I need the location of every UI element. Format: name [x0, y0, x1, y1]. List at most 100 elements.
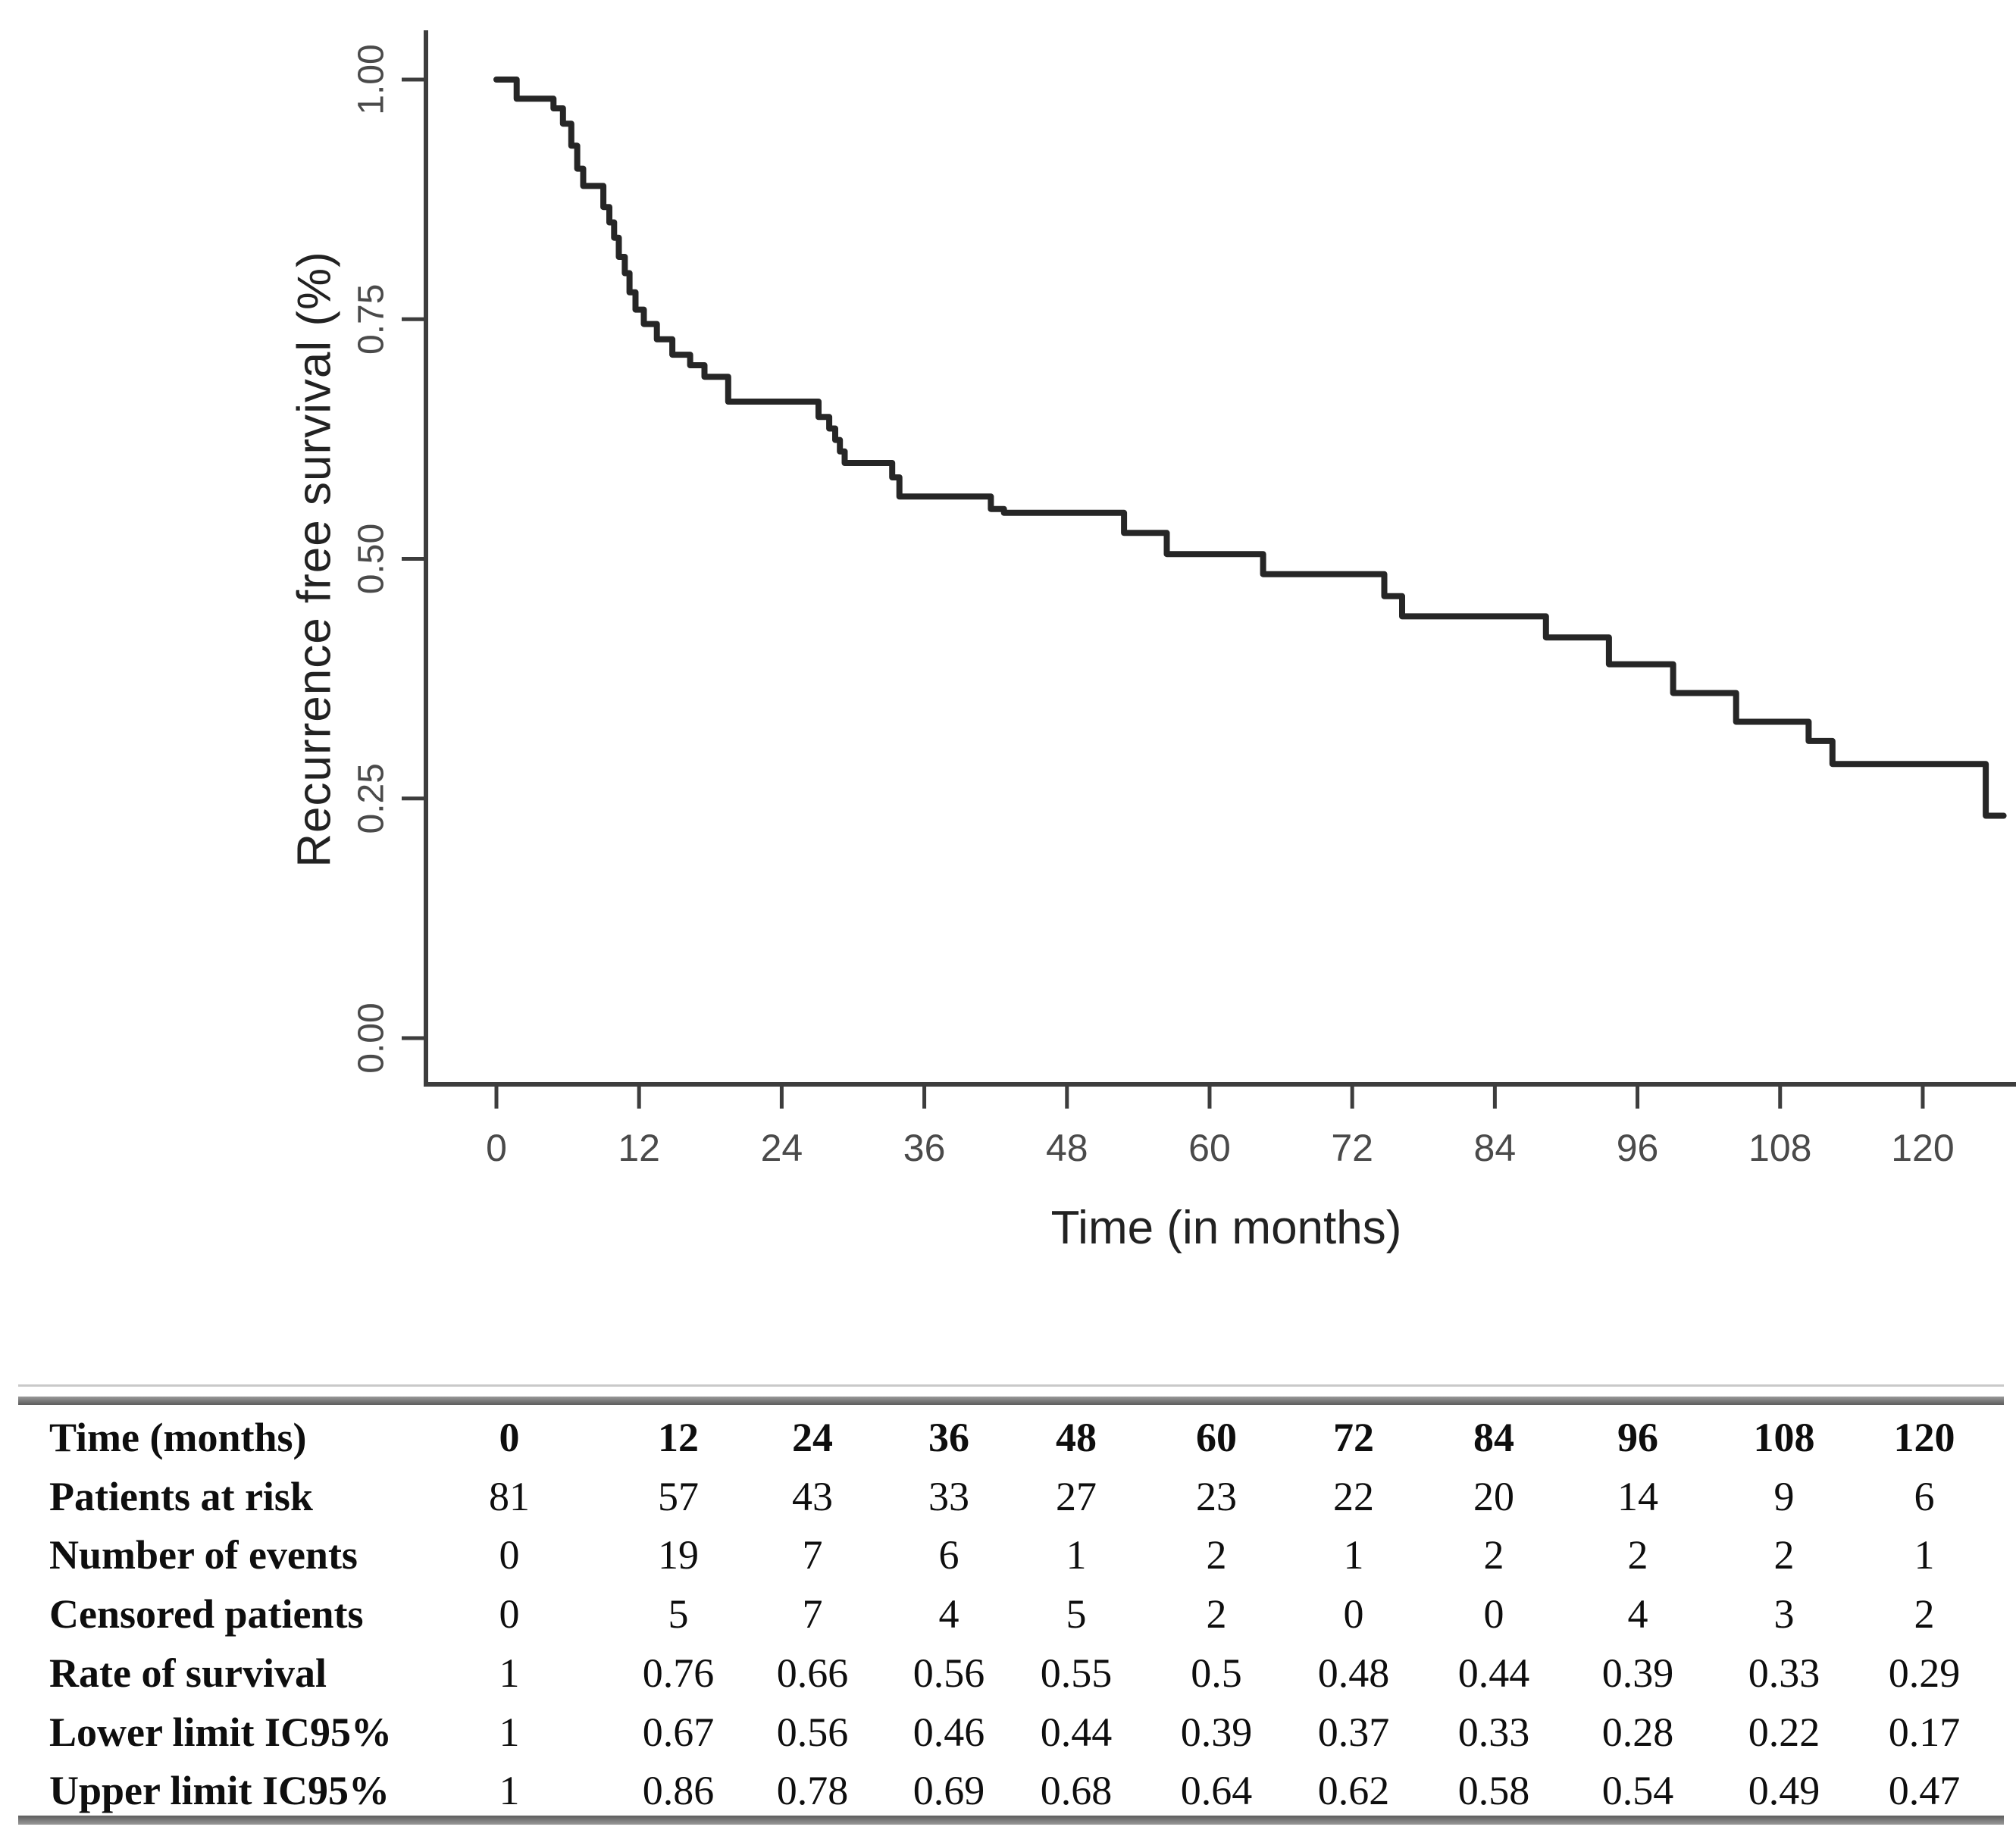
survival-step-curve: [493, 77, 2007, 819]
y-tick-label: 0.00: [352, 1003, 392, 1073]
survival-plot: 1.00 0.75 0.50 0.25 0.00 0 12 24 36 48 60 72 84 96 108…: [352, 30, 2016, 1169]
table-cell: 43: [792, 1473, 833, 1519]
table-cell: 2: [1914, 1591, 1935, 1638]
table-row-label: Rate of survival: [49, 1650, 327, 1696]
x-tick-label: 24: [761, 1127, 803, 1169]
table-cell: 0.64: [1180, 1768, 1253, 1814]
table-cell: 2: [1627, 1532, 1648, 1578]
table-cell: 7: [802, 1591, 823, 1638]
table-cell: 3: [1773, 1591, 1795, 1638]
table-top-rule-thin: [18, 1384, 2004, 1387]
x-axis-title: Time (in months): [1050, 1202, 1402, 1254]
table-cell: 57: [658, 1473, 699, 1519]
table-cell: 81: [489, 1473, 530, 1519]
table-cell: 0.33: [1457, 1709, 1530, 1755]
table-cell: 0.76: [642, 1650, 715, 1696]
table-cell: 0.44: [1457, 1650, 1530, 1696]
table-top-rule: [18, 1397, 2004, 1405]
table-cell: 0.39: [1180, 1709, 1253, 1755]
table-cell: 0.54: [1601, 1768, 1674, 1814]
table-cell: 1: [1343, 1532, 1364, 1578]
table-cell: 6: [938, 1532, 959, 1578]
table-cell: 5: [1066, 1591, 1087, 1638]
table-header-cell: 48: [1056, 1415, 1097, 1460]
table-cell: 0.28: [1601, 1709, 1674, 1755]
table-cell: 1: [499, 1650, 520, 1696]
table-header-cell: 12: [658, 1415, 699, 1460]
table-cell: 0.62: [1317, 1768, 1390, 1814]
table-header-cell: 60: [1196, 1415, 1237, 1460]
table-cell: 1: [499, 1768, 520, 1814]
table-header-cell: 72: [1333, 1415, 1374, 1460]
x-tick-label: 84: [1474, 1127, 1517, 1169]
table-row-label: Lower limit IC95%: [49, 1709, 392, 1755]
x-tick-label: 120: [1891, 1127, 1954, 1169]
table-cell: 0.58: [1457, 1768, 1530, 1814]
table-cell: 0: [499, 1591, 520, 1638]
table-row-label: Censored patients: [49, 1591, 364, 1638]
table-cell: 2: [1483, 1532, 1504, 1578]
y-tick-label: 0.75: [352, 284, 392, 355]
table-cell: 1: [1066, 1532, 1087, 1578]
table-cell: 0.78: [776, 1768, 849, 1814]
table-header-cell: 24: [792, 1415, 833, 1460]
x-tick-label: 48: [1046, 1127, 1088, 1169]
table-cell: 2: [1206, 1532, 1227, 1578]
table-cell: 4: [1627, 1591, 1648, 1638]
table-cell: 0.69: [913, 1768, 985, 1814]
table-cell: 0.5: [1191, 1650, 1242, 1696]
table-cell: 1: [499, 1709, 520, 1755]
x-tick-label: 0: [486, 1127, 507, 1169]
x-tick-label: 108: [1748, 1127, 1811, 1169]
table-cell: 0.56: [776, 1709, 849, 1755]
table-header-cell: 36: [928, 1415, 969, 1460]
x-tick-label: 60: [1188, 1127, 1231, 1169]
table-row-label: Time (months): [49, 1415, 307, 1460]
table-header-cell: 84: [1473, 1415, 1514, 1460]
table-cell: 0.47: [1888, 1768, 1961, 1814]
table-cell: 6: [1914, 1473, 1935, 1519]
table-cell: 23: [1196, 1473, 1237, 1519]
table-cell: 22: [1333, 1473, 1374, 1519]
table-bottom-rule: [18, 1816, 2004, 1825]
table-cell: 33: [928, 1473, 969, 1519]
table-cell: 0.86: [642, 1768, 715, 1814]
y-tick-label: 0.50: [352, 524, 392, 594]
table-cell: 0.17: [1888, 1709, 1961, 1755]
table-cell: 0.48: [1317, 1650, 1390, 1696]
table-cell: 0.22: [1748, 1709, 1820, 1755]
table-cell: 0.37: [1317, 1709, 1390, 1755]
table-cell: 0.66: [776, 1650, 849, 1696]
table-cell: 0: [1483, 1591, 1504, 1638]
table-cell: 5: [668, 1591, 689, 1638]
table-cell: 0.68: [1040, 1768, 1113, 1814]
table-cell: 0.39: [1601, 1650, 1674, 1696]
table-cell: 14: [1617, 1473, 1658, 1519]
table-cell: 0.29: [1888, 1650, 1961, 1696]
table-cell: 2: [1773, 1532, 1795, 1578]
table-cell: 0.67: [642, 1709, 715, 1755]
table-row-label: Upper limit IC95%: [49, 1768, 390, 1814]
table-cell: 27: [1056, 1473, 1097, 1519]
y-tick-label: 1.00: [352, 44, 392, 114]
table-cell: 0.46: [913, 1709, 985, 1755]
y-tick-label: 0.25: [352, 763, 392, 834]
table-cell: 9: [1773, 1473, 1795, 1519]
table-cell: 7: [802, 1532, 823, 1578]
table-cell: 0.55: [1040, 1650, 1113, 1696]
table-cell: 0.56: [913, 1650, 985, 1696]
table-row-label: Number of events: [49, 1532, 358, 1578]
table-cell: 0.44: [1040, 1709, 1113, 1755]
table-cell: 1: [1914, 1532, 1935, 1578]
x-tick-label: 96: [1617, 1127, 1659, 1169]
table-cell: 0: [1343, 1591, 1364, 1638]
table-header-cell: 108: [1753, 1415, 1815, 1460]
table-cell: 19: [658, 1532, 699, 1578]
x-tick-label: 72: [1331, 1127, 1373, 1169]
table-row-label: Patients at risk: [49, 1473, 313, 1519]
table-cell: 0.33: [1748, 1650, 1820, 1696]
x-tick-label: 12: [618, 1127, 660, 1169]
table-header-cell: 96: [1617, 1415, 1658, 1460]
